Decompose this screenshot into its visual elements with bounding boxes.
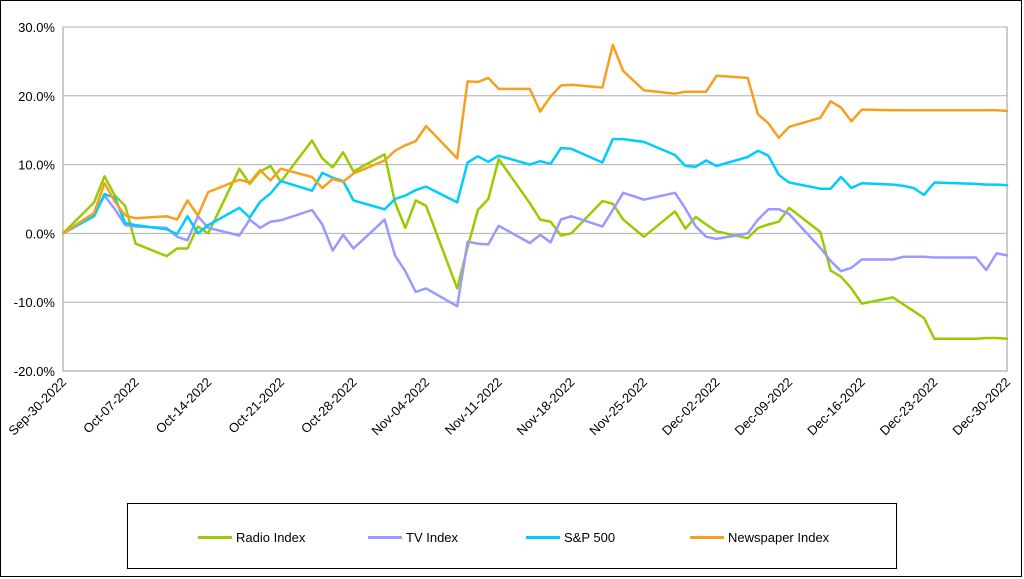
y-tick-label: -20.0% (14, 364, 56, 379)
legend-swatch-newspaper (690, 535, 724, 539)
y-axis-ticks: 30.0% 20.0% 10.0% 0.0% -10.0% -20.0% (14, 20, 56, 379)
x-tick-label: Dec-09-2022 (732, 375, 796, 439)
x-tick-label: Nov-18-2022 (514, 375, 578, 439)
legend-item-sp500: S&P 500 (526, 529, 615, 545)
y-tick-label: 0.0% (25, 226, 55, 241)
x-tick-label: Nov-04-2022 (368, 375, 432, 439)
legend-item-radio-index: Radio Index (198, 529, 305, 545)
y-tick-label: -10.0% (14, 295, 56, 310)
x-tick-label: Oct-14-2022 (153, 375, 215, 437)
x-tick-label: Nov-11-2022 (442, 375, 505, 438)
legend-label-sp500: S&P 500 (564, 529, 616, 545)
legend-label-radio: Radio Index (236, 529, 306, 545)
x-axis-ticks: Sep-30-2022 Oct-07-2022 Oct-14-2022 Oct-21-… (5, 375, 1013, 439)
legend-item-tv-index: TV Index (368, 529, 458, 545)
x-tick-label: Dec-16-2022 (804, 375, 868, 439)
y-tick-label: 20.0% (18, 89, 55, 104)
legend-swatch-radio (198, 535, 232, 539)
legend-label-newspaper: Newspaper Index (728, 529, 830, 545)
legend-item-newspaper-index: Newspaper Index (690, 529, 829, 545)
series-line-s-p-500 (61, 137, 1009, 236)
plot-area (62, 26, 1008, 372)
series-lines (61, 43, 1009, 340)
legend-swatch-tv (368, 535, 402, 539)
line-chart: 30.0% 20.0% 10.0% 0.0% -10.0% -20.0% Sep-30-2… (5, 20, 1013, 439)
x-tick-label: Sep-30-2022 (5, 375, 69, 439)
x-tick-label: Dec-02-2022 (659, 375, 723, 439)
x-tick-label: Oct-21-2022 (225, 375, 287, 437)
x-tick-label: Nov-25-2022 (586, 375, 650, 439)
series-line-newspaper-index (61, 43, 1009, 235)
y-tick-label: 10.0% (18, 158, 55, 173)
legend-label-tv: TV Index (406, 529, 459, 545)
series-line-radio-index (61, 139, 1009, 340)
legend-swatch-sp500 (526, 535, 560, 539)
y-tick-label: 30.0% (18, 20, 55, 35)
x-tick-label: Oct-07-2022 (80, 375, 142, 437)
gridlines (63, 26, 1007, 303)
legend: Radio Index TV Index S&P 500 Newspaper I… (127, 503, 897, 569)
series-line-tv-index (61, 191, 1009, 308)
x-tick-label: Dec-30-2022 (949, 375, 1013, 439)
x-tick-label: Oct-28-2022 (298, 375, 360, 437)
x-tick-label: Dec-23-2022 (877, 375, 941, 439)
